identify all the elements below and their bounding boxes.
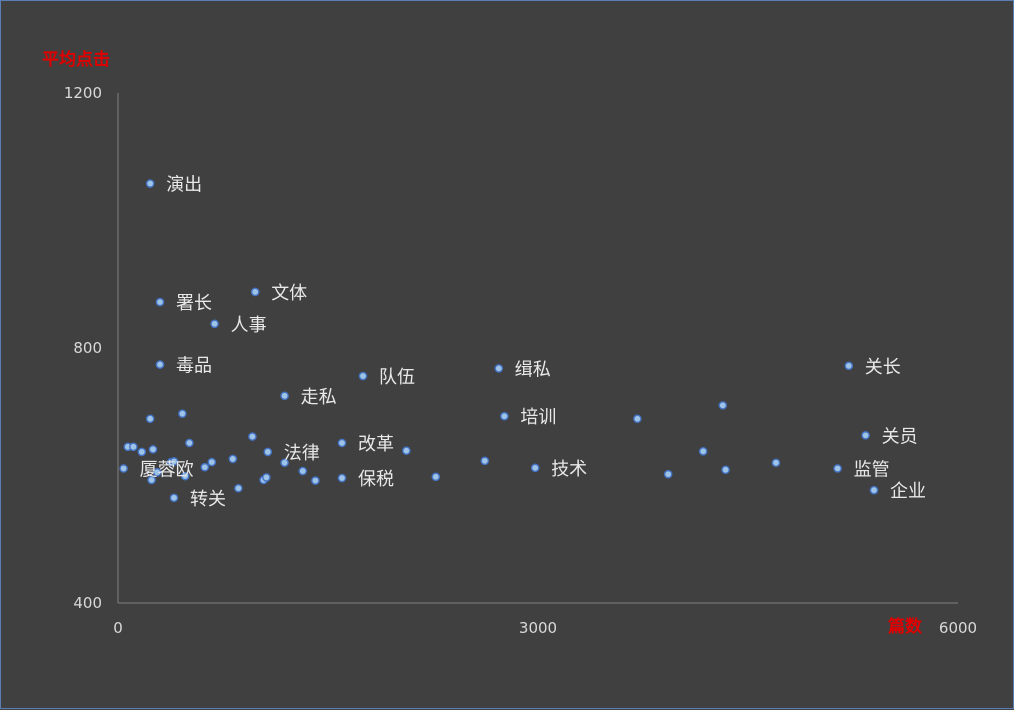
data-point — [262, 473, 271, 482]
x-tick-label: 6000 — [939, 619, 977, 637]
data-point — [721, 465, 730, 475]
data-point — [129, 442, 138, 452]
data-point — [148, 445, 158, 454]
data-point — [869, 485, 879, 495]
point-label: 关长 — [865, 357, 901, 378]
data-point — [833, 464, 842, 473]
x-tick-label: 0 — [113, 619, 123, 637]
data-point — [480, 456, 490, 466]
point-label: 演出 — [166, 175, 202, 196]
point-label: 监管 — [854, 459, 890, 480]
point-label: 人事 — [231, 315, 267, 336]
point-label: 保税 — [358, 469, 394, 490]
data-point — [500, 411, 509, 421]
data-point — [152, 468, 162, 477]
y-tick-labels: 400 800 1200 — [64, 84, 102, 612]
data-point — [633, 414, 642, 424]
data-point — [337, 438, 347, 448]
point-label: 法律 — [284, 443, 320, 464]
point-label: 关员 — [882, 426, 918, 447]
data-point — [431, 472, 441, 482]
data-point — [155, 297, 165, 307]
data-point — [119, 464, 128, 473]
point-label: 文体 — [271, 283, 307, 304]
data-point — [234, 483, 243, 493]
point-label: 队伍 — [379, 367, 415, 388]
data-point — [718, 401, 728, 410]
point-label: 转关 — [190, 489, 226, 510]
point-label: 培训 — [520, 407, 556, 428]
y-tick-label: 1200 — [64, 84, 102, 102]
data-point — [771, 458, 781, 468]
data-points — [119, 179, 879, 503]
data-point — [207, 457, 217, 467]
data-point — [298, 466, 308, 476]
point-label: 署长 — [176, 293, 212, 314]
data-point — [263, 447, 273, 457]
y-tick-label: 800 — [73, 339, 102, 357]
data-point — [337, 473, 347, 483]
data-point — [147, 475, 156, 485]
point-label: 毒品 — [176, 356, 212, 377]
data-point — [663, 469, 673, 479]
data-point — [178, 409, 187, 418]
data-point — [358, 371, 368, 381]
point-label: 技术 — [551, 459, 587, 480]
data-point — [210, 319, 219, 329]
point-label: 走私 — [301, 387, 337, 408]
data-point — [145, 179, 155, 188]
data-point — [180, 471, 190, 481]
x-axis-title: 篇数 — [887, 616, 923, 637]
data-point — [248, 432, 257, 441]
point-label: 缉私 — [515, 359, 551, 380]
data-point — [280, 391, 289, 401]
data-point — [844, 361, 854, 371]
data-point — [698, 446, 708, 456]
point-label: 企业 — [890, 481, 926, 502]
data-point — [145, 414, 155, 424]
data-point — [228, 454, 238, 464]
data-point — [311, 476, 320, 485]
data-point — [530, 463, 540, 473]
data-point — [155, 360, 165, 369]
data-point — [494, 364, 504, 373]
x-tick-labels: 0 3000 6000 — [113, 619, 977, 637]
y-tick-label: 400 — [73, 594, 102, 612]
data-point — [200, 462, 210, 472]
point-label: 厦蓉欧 — [140, 459, 194, 480]
data-point — [280, 458, 289, 468]
y-axis-title: 平均点击 — [42, 49, 110, 70]
x-tick-label: 3000 — [519, 619, 557, 637]
data-point — [402, 446, 411, 455]
point-label: 改革 — [358, 434, 394, 455]
data-point — [169, 457, 179, 466]
data-point — [185, 438, 194, 448]
data-point — [169, 493, 179, 503]
data-point — [250, 287, 260, 297]
data-point — [137, 447, 147, 457]
data-point — [861, 431, 870, 440]
